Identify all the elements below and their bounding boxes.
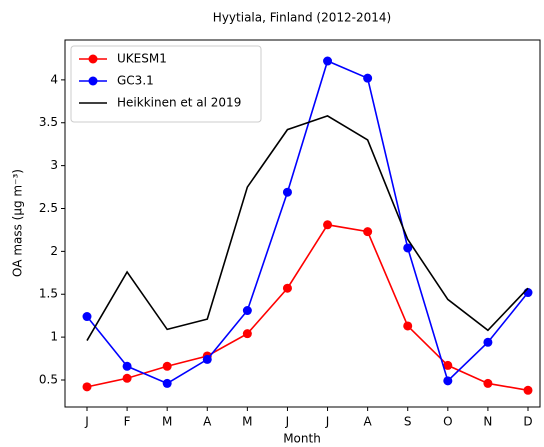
y-axis-label: OA mass (μg m⁻³): [11, 169, 25, 277]
data-point: [363, 73, 373, 83]
chart-title: Hyytiala, Finland (2012-2014): [213, 11, 391, 25]
x-tick-label: A: [364, 415, 373, 429]
data-point: [242, 306, 252, 316]
data-point: [162, 378, 172, 388]
y-tick-label: 1: [50, 330, 58, 344]
series-line: [86, 223, 529, 392]
x-tick-label: J: [84, 415, 89, 429]
x-tick-label: M: [162, 415, 172, 429]
y-tick-label: 1.5: [39, 287, 58, 301]
data-point: [443, 376, 453, 386]
data-point: [202, 354, 212, 364]
y-tick-label: 4: [50, 72, 58, 86]
data-point: [443, 360, 453, 370]
data-point: [282, 283, 292, 293]
series-line: [86, 59, 529, 385]
legend-box: [70, 45, 262, 123]
x-tick-label: J: [285, 415, 290, 429]
x-tick-label: A: [203, 415, 212, 429]
data-point: [523, 385, 533, 395]
series-line: [86, 115, 529, 341]
x-tick-label: J: [325, 415, 330, 429]
x-tick-label: N: [483, 415, 492, 429]
data-point: [122, 373, 132, 383]
plot-frame: [64, 39, 541, 408]
x-tick-label: M: [242, 415, 252, 429]
data-point: [363, 227, 373, 237]
x-tick-label: F: [124, 415, 131, 429]
x-tick-label: S: [404, 415, 412, 429]
data-point: [323, 220, 333, 230]
data-point: [242, 329, 252, 339]
y-tick-label: 2: [50, 244, 58, 258]
data-point: [403, 243, 413, 253]
legend-label: GC3.1: [117, 74, 154, 88]
data-point: [403, 321, 413, 331]
data-point: [82, 382, 92, 392]
data-point: [483, 378, 493, 388]
data-point: [122, 361, 132, 371]
y-tick-label: 0.5: [39, 372, 58, 386]
data-point: [483, 337, 493, 347]
data-point: [323, 56, 333, 66]
legend-label: Heikkinen et al 2019: [117, 96, 241, 110]
y-tick-label: 3: [50, 158, 58, 172]
y-tick-label: 2.5: [39, 201, 58, 215]
legend-marker: [88, 76, 98, 86]
y-tick-label: 3.5: [39, 115, 58, 129]
data-point: [282, 187, 292, 197]
data-point: [162, 361, 172, 371]
x-tick-label: D: [523, 415, 532, 429]
legend-marker: [88, 54, 98, 64]
legend-label: UKESM1: [117, 52, 167, 66]
x-axis-label: Month: [283, 432, 321, 446]
x-tick-label: O: [443, 415, 452, 429]
data-point: [82, 312, 92, 322]
